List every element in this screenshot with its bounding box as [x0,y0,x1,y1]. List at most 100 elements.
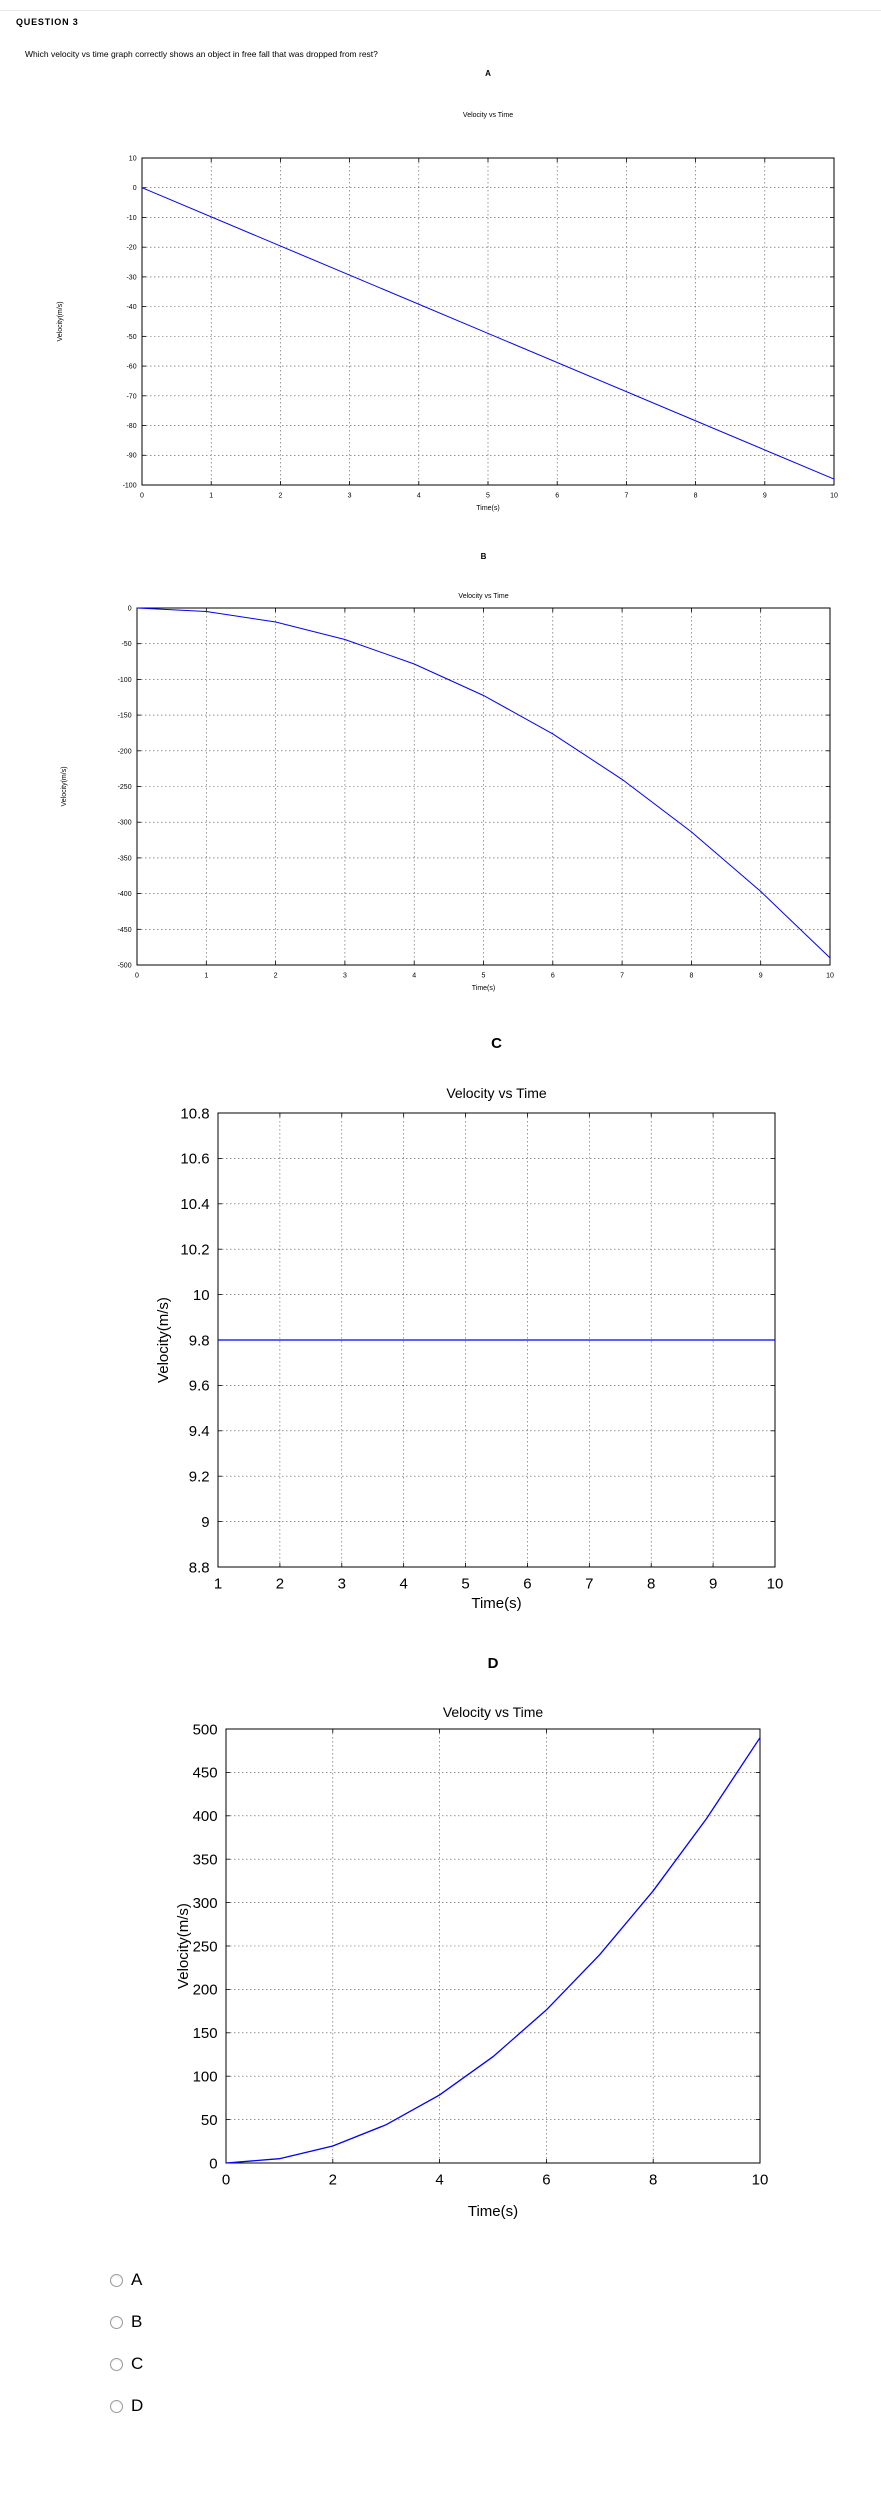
y-tick-label: 500 [193,1721,218,1738]
y-tick-label: -300 [118,820,132,827]
x-tick-label: 7 [585,1576,593,1593]
radio-option-c[interactable] [110,2357,123,2371]
option-a[interactable]: A [110,2270,142,2290]
chart-svg: B Velocity vs Time 0 1 2 3 4 5 6 7 8 9 10 0 -50 -100 -15… [61,552,834,992]
chart-title: Velocity vs Time [463,112,513,119]
x-tick-label: 1 [209,493,213,500]
option-b[interactable]: B [110,2312,142,2332]
x-tick-label: 1 [214,1576,222,1593]
y-tick-label: -350 [118,855,132,862]
option-d[interactable]: D [110,2396,143,2416]
x-tick-label: 2 [276,1576,284,1593]
x-tick-label: 3 [343,973,347,980]
x-tick-label: 5 [486,493,490,500]
radio-option-b[interactable] [110,2315,123,2329]
y-tick-label: 9 [201,1514,209,1531]
y-tick-label: 250 [193,1938,218,1955]
y-tick-label: -200 [118,748,132,755]
chart-letter: A [485,69,491,78]
y-axis-label: Velocity(m/s) [57,301,64,341]
chart-a: A Velocity vs Time 0 1 2 3 4 5 6 7 8 9 10 10 0 -10 -20 -3… [0,55,881,525]
y-tick-label: 10 [193,1287,210,1304]
y-tick-label: 0 [133,185,137,192]
x-tick-label: 10 [767,1576,784,1593]
x-tick-label: 9 [709,1576,717,1593]
top-divider [0,10,881,11]
y-tick-label: -100 [118,677,132,684]
y-tick-label: 0 [209,2155,217,2172]
x-tick-label: 10 [752,2172,769,2189]
chart-svg: C Velocity vs Time 1 2 3 4 5 6 7 8 9 10 10.8 10.6 10.4… [155,1035,784,1612]
radio-option-d[interactable] [110,2399,123,2413]
x-tick-label: 2 [329,2172,337,2189]
x-axis-label: Time(s) [476,505,499,512]
y-tick-label: 9.4 [189,1423,210,1440]
y-tick-label: -80 [126,423,136,430]
y-tick-label: -50 [121,641,131,648]
y-tick-label: 350 [193,1851,218,1868]
x-tick-label: 4 [435,2172,443,2189]
question-text: Which velocity vs time graph correctly s… [25,49,378,59]
option-a-label: A [131,2270,143,2289]
question-title: QUESTION 3 [16,17,79,27]
chart-c: C Velocity vs Time 1 2 3 4 5 6 7 8 9 10 10.8 10.6 10.4… [0,1018,881,1618]
y-axis-label: Velocity(m/s) [175,1903,192,1989]
y-tick-label: 0 [128,605,132,612]
y-tick-label: 10.6 [180,1151,209,1168]
chart-letter: C [491,1035,502,1052]
y-tick-label: -30 [126,274,136,281]
x-tick-label: 8 [689,973,693,980]
y-tick-label: 9.8 [189,1332,210,1349]
y-tick-label: 150 [193,2025,218,2042]
y-tick-label: -500 [118,962,132,969]
chart-title: Velocity vs Time [446,1085,547,1101]
y-tick-label: -40 [126,304,136,311]
chart-letter: B [481,552,487,561]
x-tick-label: 8 [647,1576,655,1593]
y-tick-label: -60 [126,364,136,371]
y-tick-label: 200 [193,1982,218,1999]
x-tick-label: 4 [417,493,421,500]
x-tick-label: 2 [274,973,278,980]
chart-letter: D [488,1655,499,1672]
y-tick-label: 400 [193,1808,218,1825]
x-tick-label: 4 [412,973,416,980]
x-tick-label: 1 [204,973,208,980]
x-tick-label: 0 [140,493,144,500]
x-tick-label: 0 [222,2172,230,2189]
x-tick-label: 6 [551,973,555,980]
x-tick-label: 6 [555,493,559,500]
x-tick-label: 10 [830,493,838,500]
x-tick-label: 3 [338,1576,346,1593]
y-tick-label: -90 [126,453,136,460]
y-tick-label: -50 [126,334,136,341]
x-tick-label: 6 [542,2172,550,2189]
x-tick-label: 0 [135,973,139,980]
series-line [141,187,835,480]
series-line [136,607,831,959]
option-d-label: D [131,2396,144,2415]
x-axis-label: Time(s) [468,2203,518,2220]
x-tick-label: 8 [694,493,698,500]
x-tick-label: 7 [624,493,628,500]
option-c-label: C [131,2354,144,2373]
option-b-label: B [131,2312,143,2331]
x-axis-label: Time(s) [472,985,495,992]
y-tick-label: 10.4 [180,1196,209,1213]
x-tick-label: 6 [523,1576,531,1593]
y-tick-label: 450 [193,1765,218,1782]
y-tick-label: -400 [118,891,132,898]
x-tick-label: 4 [399,1576,407,1593]
y-tick-label: -20 [126,245,136,252]
chart-title: Velocity vs Time [458,593,508,600]
y-axis-label: Velocity(m/s) [155,1297,172,1383]
y-tick-label: 50 [201,2112,218,2129]
y-tick-label: 10.8 [180,1105,209,1122]
chart-title: Velocity vs Time [443,1704,544,1720]
y-tick-label: -450 [118,927,132,934]
y-tick-label: -70 [126,393,136,400]
option-c[interactable]: C [110,2354,143,2374]
radio-option-a[interactable] [110,2273,123,2287]
y-tick-label: -250 [118,784,132,791]
